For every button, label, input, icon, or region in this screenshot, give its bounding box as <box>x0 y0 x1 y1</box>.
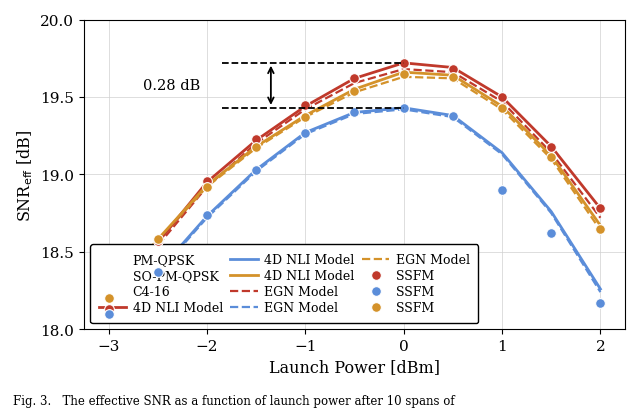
Y-axis label: SNR$_{\mathrm{eff}}$ [dB]: SNR$_{\mathrm{eff}}$ [dB] <box>15 129 35 221</box>
Text: Fig. 3.   The effective SNR as a function of launch power after 10 spans of: Fig. 3. The effective SNR as a function … <box>13 394 454 407</box>
X-axis label: Launch Power [dBm]: Launch Power [dBm] <box>269 359 440 375</box>
Text: 0.28 dB: 0.28 dB <box>143 79 200 93</box>
Legend: PM-QPSK, SO-PM-QPSK, C4-16, 4D NLI Model, 4D NLI Model, 4D NLI Model, EGN Model,: PM-QPSK, SO-PM-QPSK, C4-16, 4D NLI Model… <box>90 245 479 323</box>
